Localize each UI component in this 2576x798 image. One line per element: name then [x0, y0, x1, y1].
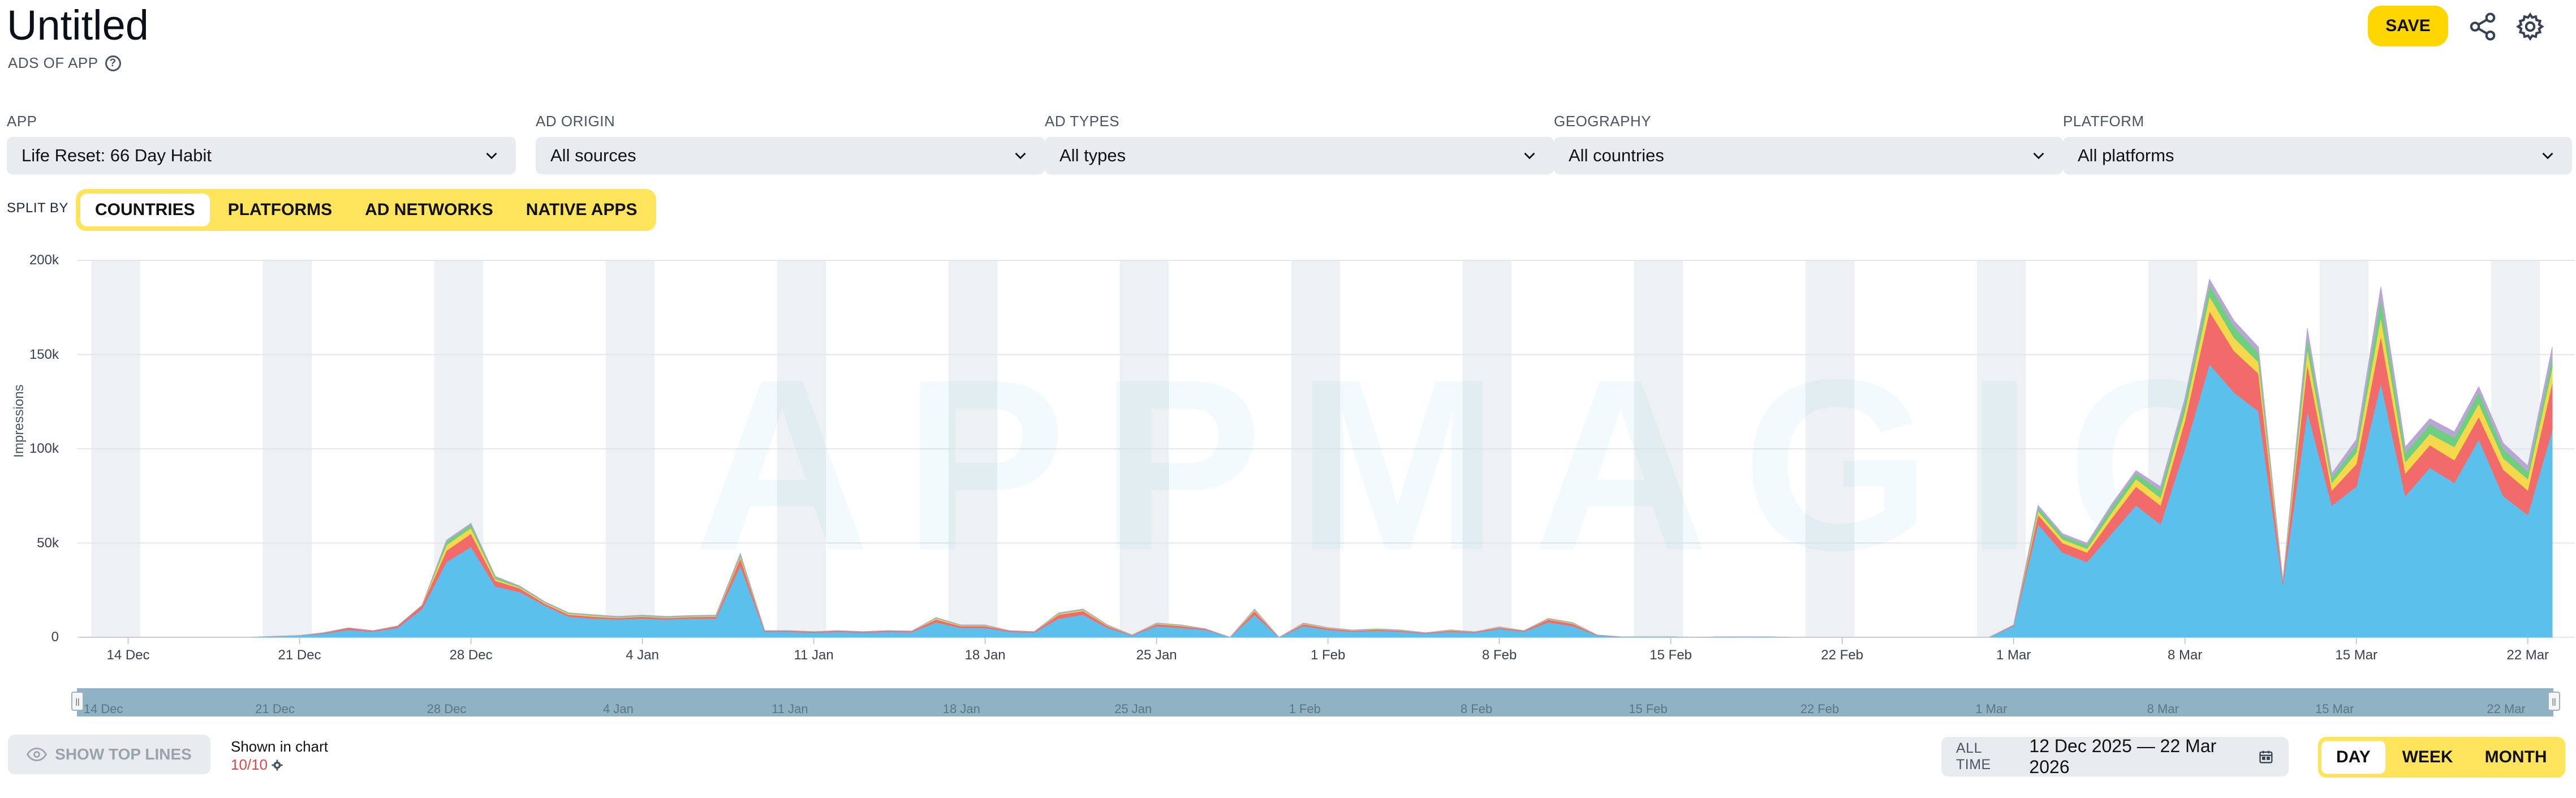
navigator-tick-label: 1 Mar: [1975, 702, 2008, 716]
x-tick-label: 4 Jan: [626, 647, 659, 663]
y-tick-label: 150k: [29, 346, 59, 362]
split-platforms-button[interactable]: PLATFORMS: [227, 200, 333, 219]
geography-select-value: All countries: [1569, 145, 1664, 165]
chevron-down-icon: [1015, 152, 1026, 160]
platform-select[interactable]: All platforms: [2063, 137, 2572, 174]
filter-ad-types-label: AD TYPES: [1045, 113, 1120, 130]
eye-icon: [27, 748, 48, 761]
navigator-tick-label: 14 Dec: [83, 702, 123, 716]
x-tick-label: 11 Jan: [794, 647, 834, 663]
ad-types-select-value: All types: [1059, 145, 1126, 165]
page-title[interactable]: Untitled: [7, 2, 149, 49]
y-tick-label: 200k: [29, 252, 59, 268]
period-day-button[interactable]: DAY: [2321, 741, 2385, 774]
app-select[interactable]: Life Reset: 66 Day Habit: [7, 137, 516, 174]
x-tick-label: 14 Dec: [106, 647, 150, 663]
y-tick-label: 100k: [29, 441, 59, 456]
navigator-left-handle[interactable]: ||: [71, 692, 84, 711]
impressions-chart[interactable]: APPMAGIC: [0, 0, 2576, 668]
x-tick-label: 28 Dec: [449, 647, 493, 663]
show-top-lines-button[interactable]: SHOW TOP LINES: [8, 735, 210, 774]
shown-count-value: 10/10: [231, 756, 268, 773]
range-navigator[interactable]: [77, 688, 2553, 717]
navigator-tick-label: 1 Feb: [1289, 702, 1321, 716]
platform-select-value: All platforms: [2078, 145, 2174, 165]
filter-platform-label: PLATFORM: [2063, 113, 2144, 130]
x-tick-label: 15 Feb: [1649, 647, 1692, 663]
x-tick-label: 8 Mar: [2168, 647, 2203, 663]
navigator-tick-label: 15 Feb: [1629, 702, 1668, 716]
y-tick-label: 50k: [37, 535, 59, 551]
navigator-tick-label: 25 Jan: [1114, 702, 1152, 716]
x-tick-label: 22 Mar: [2506, 647, 2549, 663]
x-tick-label: 25 Jan: [1136, 647, 1177, 663]
chevron-down-icon: [2542, 152, 2553, 160]
calendar-icon[interactable]: [2258, 748, 2274, 765]
filter-platform: PLATFORM All platforms: [2063, 112, 2572, 174]
geography-select[interactable]: All countries: [1554, 137, 2063, 174]
split-native-apps-button[interactable]: NATIVE APPS: [525, 200, 637, 219]
filter-ad-origin: AD ORIGIN All sources: [536, 112, 1045, 174]
x-tick-label: 8 Feb: [1481, 647, 1517, 663]
navigator-tick-label: 8 Feb: [1460, 702, 1493, 716]
page-subtitle: ADS OF APP ?: [8, 54, 121, 72]
filter-app: APP Life Reset: 66 Day Habit: [7, 112, 516, 174]
filter-geography: GEOGRAPHY All countries: [1554, 112, 2063, 174]
ad-origin-select[interactable]: All sources: [536, 137, 1045, 174]
chevron-down-icon: [1524, 152, 1535, 160]
x-tick-label: 1 Feb: [1310, 647, 1346, 663]
period-week-button[interactable]: WEEK: [2402, 748, 2453, 766]
gear-icon[interactable]: [2515, 11, 2545, 42]
date-range-value: 12 Dec 2025 — 22 Mar 2026: [2029, 736, 2217, 777]
period-toggle: DAY WEEK MONTH: [2318, 737, 2565, 778]
x-tick-label: 22 Feb: [1821, 647, 1864, 663]
all-time-label[interactable]: ALL TIME: [1956, 740, 1991, 773]
app-select-value: Life Reset: 66 Day Habit: [21, 145, 212, 165]
x-tick-label: 15 Mar: [2335, 647, 2378, 663]
gear-icon[interactable]: [271, 759, 283, 771]
navigator-tick-label: 18 Jan: [942, 702, 980, 716]
split-by-toggle: COUNTRIES PLATFORMS AD NETWORKS NATIVE A…: [76, 189, 657, 231]
navigator-tick-label: 22 Mar: [2487, 702, 2526, 716]
period-month-button[interactable]: MONTH: [2484, 748, 2547, 766]
navigator-tick-label: 21 Dec: [255, 702, 295, 716]
ad-types-select[interactable]: All types: [1045, 137, 1554, 174]
filter-ad-origin-label: AD ORIGIN: [536, 113, 615, 130]
chevron-down-icon: [486, 152, 497, 160]
x-tick-label: 21 Dec: [278, 647, 321, 663]
split-ad-networks-button[interactable]: AD NETWORKS: [365, 200, 493, 219]
x-tick-label: 1 Mar: [1996, 647, 2031, 663]
y-tick-label: 0: [51, 629, 59, 645]
navigator-tick-label: 4 Jan: [603, 702, 634, 716]
split-countries-button[interactable]: COUNTRIES: [80, 194, 210, 226]
filter-app-label: APP: [7, 113, 37, 130]
filter-ad-types: AD TYPES All types: [1045, 112, 1554, 174]
series-area-5: [79, 278, 2553, 638]
shown-in-chart-count[interactable]: 10/10: [231, 756, 283, 774]
navigator-tick-label: 8 Mar: [2147, 702, 2179, 716]
split-by-label: SPLIT BY: [7, 200, 68, 216]
ad-origin-select-value: All sources: [550, 145, 636, 165]
watermark: APPMAGIC: [694, 329, 2276, 601]
show-top-lines-label: SHOW TOP LINES: [55, 745, 192, 763]
navigator-right-handle[interactable]: ||: [2548, 692, 2560, 711]
navigator-tick-label: 22 Feb: [1800, 702, 1840, 716]
save-button[interactable]: SAVE: [2368, 6, 2448, 46]
navigator-tick-label: 28 Dec: [427, 702, 467, 716]
subtitle-text: ADS OF APP: [8, 54, 98, 71]
filter-geography-label: GEOGRAPHY: [1554, 113, 1652, 130]
navigator-tick-label: 15 Mar: [2315, 702, 2354, 716]
shown-in-chart-label: Shown in chart: [231, 738, 328, 755]
chevron-down-icon: [2033, 152, 2044, 160]
x-tick-label: 18 Jan: [964, 647, 1006, 663]
navigator-tick-label: 11 Jan: [772, 702, 808, 716]
date-range-picker[interactable]: ALL TIME 12 Dec 2025 — 22 Mar 2026: [1941, 736, 2289, 777]
share-icon[interactable]: [2467, 11, 2498, 42]
help-icon[interactable]: ?: [105, 55, 121, 71]
